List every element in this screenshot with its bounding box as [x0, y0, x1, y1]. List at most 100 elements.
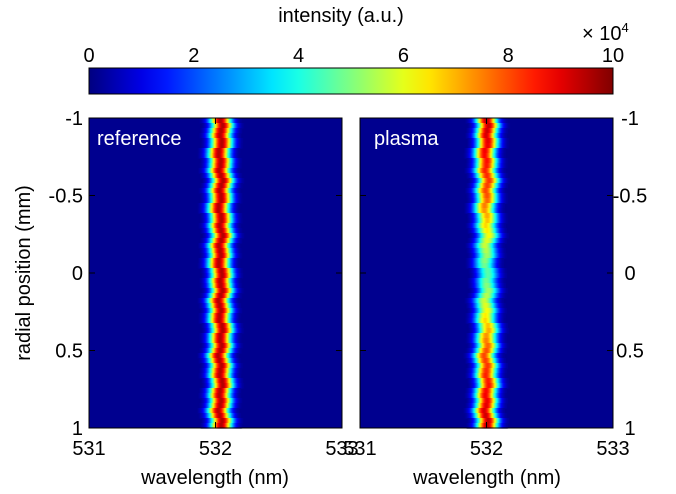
- heatmap-cell: [500, 123, 503, 129]
- heatmap-cell: [204, 408, 207, 414]
- heatmap-cell: [223, 323, 226, 329]
- heatmap-cell: [488, 138, 491, 144]
- heatmap-cell: [496, 278, 499, 284]
- heatmap-cell: [203, 398, 206, 404]
- heatmap-cell: [205, 363, 208, 369]
- heatmap-cell: [213, 173, 216, 179]
- heatmap-cell: [209, 403, 212, 409]
- heatmap-cell: [468, 318, 471, 324]
- heatmap-cell: [212, 328, 215, 334]
- heatmap-cell: [474, 173, 477, 179]
- heatmap-cell: [200, 398, 203, 404]
- heatmap-cell: [478, 313, 481, 319]
- heatmap-cell: [487, 163, 490, 169]
- heatmap-cell: [480, 193, 483, 199]
- heatmap-cell: [504, 403, 507, 409]
- heatmap-cell: [216, 358, 219, 364]
- heatmap-cell: [470, 388, 473, 394]
- heatmap-cell: [498, 348, 501, 354]
- heatmap-cell: [230, 393, 233, 399]
- heatmap-cell: [500, 378, 503, 384]
- heatmap-cell: [224, 378, 227, 384]
- heatmap-cell: [208, 233, 211, 239]
- heatmap-cell: [486, 313, 489, 319]
- heatmap-cell: [217, 178, 220, 184]
- heatmap-cell: [225, 163, 228, 169]
- heatmap-cell: [200, 213, 203, 219]
- heatmap-cell: [207, 193, 210, 199]
- heatmap-cell: [495, 133, 498, 139]
- heatmap-cell: [502, 323, 505, 329]
- heatmap-cell: [223, 178, 226, 184]
- heatmap-cell: [477, 283, 480, 289]
- heatmap-cell: [494, 273, 497, 279]
- heatmap-cell: [207, 178, 210, 184]
- heatmap-cell: [212, 263, 215, 269]
- heatmap-cell: [478, 303, 481, 309]
- heatmap-cell: [473, 183, 476, 189]
- heatmap-cell: [215, 403, 218, 409]
- heatmap-cell: [215, 408, 218, 414]
- heatmap-cell: [205, 188, 208, 194]
- heatmap-cell: [209, 238, 212, 244]
- heatmap-cell: [213, 353, 216, 359]
- heatmap-cell: [212, 128, 215, 134]
- heatmap-cell: [212, 348, 215, 354]
- heatmap-cell: [498, 273, 501, 279]
- heatmap-cell: [236, 388, 239, 394]
- heatmap-cell: [211, 378, 214, 384]
- heatmap-cell: [466, 258, 469, 264]
- heatmap-cell: [470, 188, 473, 194]
- heatmap-cell: [235, 268, 238, 274]
- heatmap-cell: [500, 203, 503, 209]
- heatmap-cell: [205, 283, 208, 289]
- heatmap-cell: [215, 238, 218, 244]
- heatmap-cell: [213, 128, 216, 134]
- heatmap-cell: [204, 298, 207, 304]
- heatmap-cell: [222, 318, 225, 324]
- heatmap-cell: [500, 143, 503, 149]
- heatmap-cell: [228, 263, 231, 269]
- heatmap-cell: [489, 358, 492, 364]
- heatmap-cell: [474, 283, 477, 289]
- heatmap-cell: [469, 223, 472, 229]
- heatmap-cell: [491, 383, 494, 389]
- heatmap-cell: [477, 148, 480, 154]
- heatmap-cell: [479, 248, 482, 254]
- heatmap-cell: [210, 128, 213, 134]
- heatmap-cell: [229, 253, 232, 259]
- heatmap-cell: [234, 133, 237, 139]
- heatmap-cell: [226, 303, 229, 309]
- heatmap-cell: [200, 413, 203, 419]
- heatmap-cell: [481, 403, 484, 409]
- heatmap-cell: [469, 238, 472, 244]
- heatmap-cell: [233, 223, 236, 229]
- heatmap-cell: [225, 183, 228, 189]
- heatmap-cell: [236, 213, 239, 219]
- heatmap-cell: [209, 178, 212, 184]
- heatmap-cell: [467, 123, 470, 129]
- heatmap-cell: [496, 213, 499, 219]
- heatmap-cell: [485, 258, 488, 264]
- heatmap-cell: [238, 278, 241, 284]
- heatmap-cell: [209, 248, 212, 254]
- heatmap-cell: [493, 298, 496, 304]
- heatmap-cell: [494, 188, 497, 194]
- heatmap-cell: [211, 158, 214, 164]
- heatmap-cell: [505, 253, 508, 259]
- heatmap-cell: [480, 278, 483, 284]
- heatmap-cell: [485, 178, 488, 184]
- heatmap-cell: [218, 128, 221, 134]
- heatmap-cell: [203, 263, 206, 269]
- heatmap-cell: [482, 218, 485, 224]
- heatmap-cell: [476, 383, 479, 389]
- heatmap-cell: [233, 233, 236, 239]
- heatmap-cell: [504, 133, 507, 139]
- heatmap-cell: [473, 388, 476, 394]
- heatmap-cell: [203, 213, 206, 219]
- heatmap-cell: [222, 418, 225, 424]
- heatmap-cell: [471, 233, 474, 239]
- heatmap-cell: [491, 323, 494, 329]
- heatmap-cell: [490, 133, 493, 139]
- heatmap-cell: [216, 178, 219, 184]
